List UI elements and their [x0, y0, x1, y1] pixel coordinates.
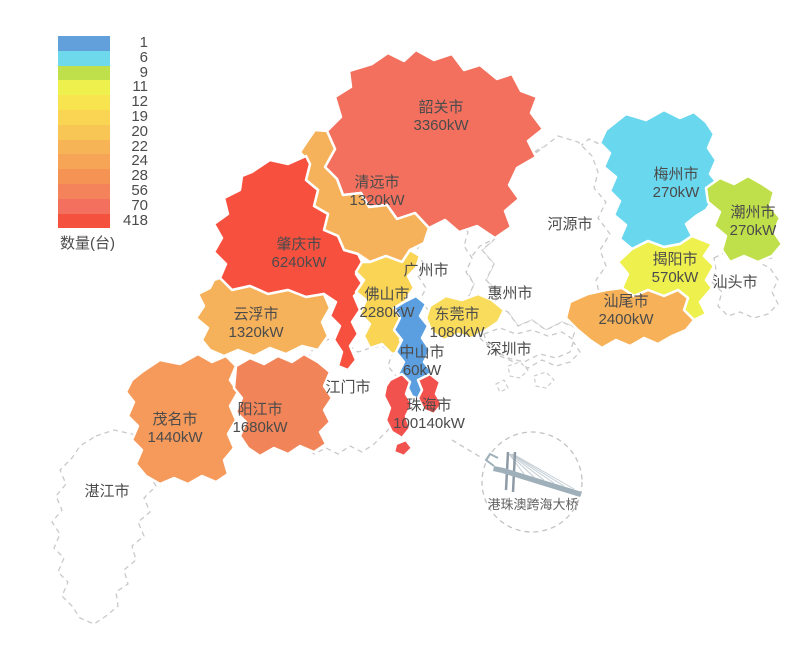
legend-value: 70	[131, 196, 148, 214]
legend-value: 1	[139, 34, 148, 51]
legend-title: 数量(台)	[60, 235, 115, 252]
island-icon	[507, 361, 529, 379]
label-huizhou: 惠州市	[487, 285, 533, 302]
legend-row: 24	[58, 152, 148, 170]
label-zhongshan: 中山市 60kW	[399, 344, 445, 379]
region-shenzhen[interactable]	[483, 327, 575, 363]
region-maoming[interactable]	[124, 352, 240, 486]
region-zhuhai-south[interactable]	[392, 438, 414, 458]
legend: 1 6 9 11 12 19 20 22 24 28 56 70 418	[58, 34, 148, 229]
legend-value: 6	[139, 48, 148, 66]
region-shanwei[interactable]	[564, 286, 696, 350]
legend-swatch	[58, 124, 110, 140]
legend-value: 22	[131, 137, 148, 155]
legend-swatch	[58, 109, 110, 125]
label-shaoguan: 韶关市 3360kW	[413, 99, 469, 134]
legend-row: 11	[58, 78, 148, 96]
legend-row: 56	[58, 181, 148, 199]
label-zhuhai: 珠海市 100140kW	[393, 397, 465, 432]
legend-value: 12	[131, 93, 148, 111]
legend-swatch	[58, 169, 110, 184]
region-yunfu[interactable]	[194, 276, 332, 358]
label-zhanjiang: 湛江市	[84, 483, 130, 500]
legend-value: 56	[131, 181, 148, 199]
bridge-icon	[484, 451, 582, 497]
label-yangjiang: 阳江市 1680kW	[232, 401, 288, 436]
legend-row: 19	[58, 107, 148, 125]
region-zhaoqing[interactable]	[212, 154, 366, 372]
legend-row: 12	[58, 93, 148, 111]
label-shenzhen: 深圳市	[486, 341, 532, 358]
legend-swatch	[58, 80, 110, 96]
label-yunfu: 云浮市 1320kW	[228, 306, 284, 341]
label-dongguan: 东莞市 1080kW	[429, 306, 485, 341]
bridge-leader-line	[451, 439, 483, 459]
legend-row: 9	[58, 63, 148, 81]
island-icon	[495, 379, 509, 393]
legend-swatch	[58, 50, 110, 66]
label-shanwei: 汕尾市 2400kW	[598, 293, 654, 328]
legend-value: 418	[122, 211, 148, 229]
region-yangjiang[interactable]	[232, 352, 334, 458]
legend-row: 1	[58, 34, 148, 51]
region-zhanjiang[interactable]	[51, 429, 157, 625]
label-guangzhou: 广州市	[403, 262, 449, 279]
legend-swatch	[58, 36, 110, 51]
legend-row: 6	[58, 48, 148, 66]
legend-row: 28	[58, 167, 148, 185]
legend-row: 70	[58, 196, 148, 214]
legend-value: 19	[131, 107, 148, 125]
legend-row: 22	[58, 137, 148, 155]
region-meizhou[interactable]	[598, 108, 720, 251]
label-heyuan: 河源市	[547, 216, 593, 233]
legend-value: 20	[131, 122, 148, 140]
label-qingyuan: 清远市 1320kW	[349, 174, 405, 209]
region-dongguan[interactable]	[424, 292, 506, 342]
label-foshan: 佛山市 2280kW	[359, 286, 415, 321]
legend-row: 418	[58, 211, 148, 229]
legend-row: 20	[58, 122, 148, 140]
label-jiangmen: 江门市	[325, 379, 371, 396]
legend-swatch	[58, 154, 110, 170]
island-icon	[533, 371, 555, 389]
legend-swatch	[58, 183, 110, 199]
region-chaozhou[interactable]	[704, 174, 784, 264]
label-maoming: 茂名市 1440kW	[147, 411, 203, 446]
label-zhaoqing: 肇庆市 6240kW	[271, 236, 327, 271]
bridge-annotation-label: 港珠澳跨海大桥	[487, 497, 579, 512]
region-shantou[interactable]	[711, 249, 779, 319]
legend-swatch	[58, 213, 110, 229]
legend-swatch	[58, 65, 110, 81]
label-meizhou: 梅州市 270kW	[652, 166, 700, 201]
legend-value: 28	[131, 167, 148, 185]
legend-value: 9	[139, 63, 148, 81]
bridge-annotation	[451, 431, 583, 533]
legend-swatch	[58, 95, 110, 110]
legend-swatch	[58, 139, 110, 155]
legend-value: 11	[132, 78, 148, 96]
region-zhuhai[interactable]	[382, 372, 414, 440]
label-shantou: 汕头市	[712, 274, 758, 291]
legend-value: 24	[131, 152, 148, 170]
label-chaozhou: 潮州市 270kW	[729, 204, 777, 239]
label-jieyang: 揭阳市 570kW	[651, 251, 699, 286]
region-zhuhai-east[interactable]	[416, 372, 444, 416]
legend-swatch	[58, 198, 110, 214]
